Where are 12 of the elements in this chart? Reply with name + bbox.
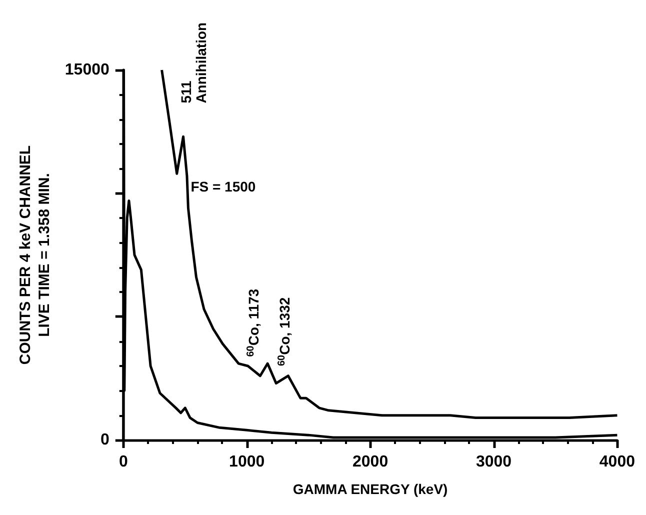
x-tick-label: 4000	[599, 454, 636, 470]
annotation: 60Co, 1332	[276, 297, 293, 366]
y-tick-label: 15000	[64, 62, 110, 78]
annotation: 60Co, 1173	[246, 288, 262, 357]
x-tick-label: 2000	[352, 454, 388, 470]
x-tick-label: 3000	[476, 454, 512, 470]
x-tick-label: 0	[118, 454, 128, 470]
y-axis-title: COUNTS PER 4 keV CHANNEL LIVE TIME = 1.358 MIN.	[17, 145, 53, 365]
x-axis-title: GAMMA ENERGY (keV)	[292, 481, 448, 497]
annotation: FS = 1500	[190, 178, 256, 195]
x-tick-label: 1000	[229, 454, 265, 470]
annotation: 511 Annihilation	[178, 22, 209, 104]
